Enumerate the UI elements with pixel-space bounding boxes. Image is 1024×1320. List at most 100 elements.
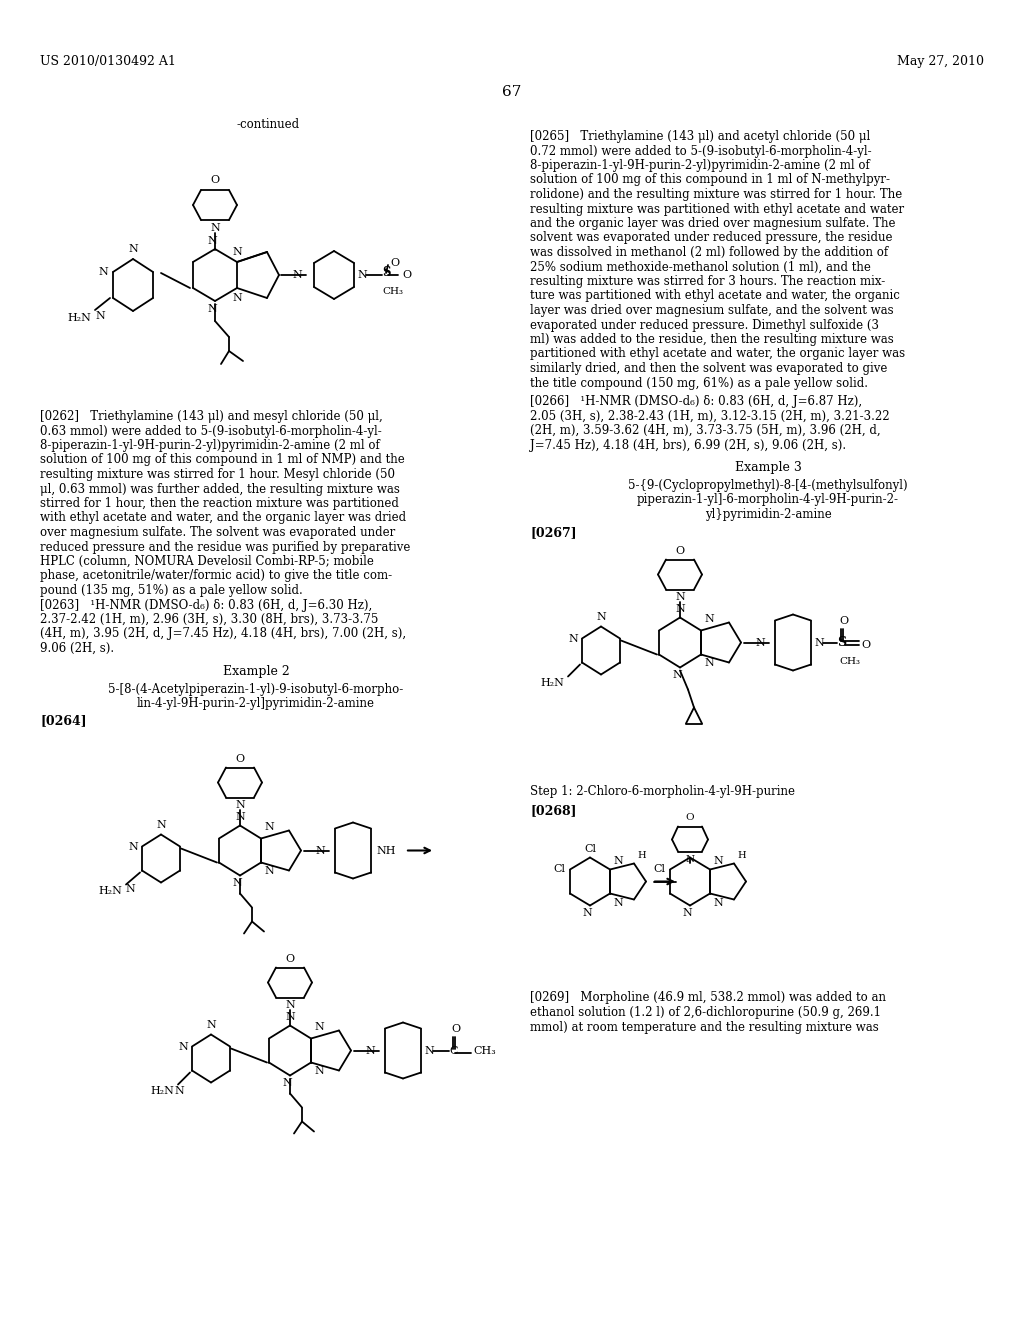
Text: solution of 100 mg of this compound in 1 ml of N-methylpyr-: solution of 100 mg of this compound in 1… bbox=[530, 173, 890, 186]
Text: H₂N: H₂N bbox=[68, 313, 91, 323]
Text: mmol) at room temperature and the resulting mixture was: mmol) at room temperature and the result… bbox=[530, 1020, 879, 1034]
Text: N: N bbox=[207, 304, 217, 314]
Text: 0.63 mmol) were added to 5-(9-isobutyl-6-morpholin-4-yl-: 0.63 mmol) were added to 5-(9-isobutyl-6… bbox=[40, 425, 382, 437]
Text: evaporated under reduced pressure. Dimethyl sulfoxide (3: evaporated under reduced pressure. Dimet… bbox=[530, 318, 879, 331]
Text: N: N bbox=[283, 1077, 292, 1088]
Text: H₂N: H₂N bbox=[540, 678, 564, 689]
Text: Example 3: Example 3 bbox=[734, 461, 802, 474]
Text: 9.06 (2H, s).: 9.06 (2H, s). bbox=[40, 642, 114, 655]
Text: HPLC (column, NOMURA Develosil Combi-RP-5; mobile: HPLC (column, NOMURA Develosil Combi-RP-… bbox=[40, 554, 374, 568]
Text: ethanol solution (1.2 l) of 2,6-dichloropurine (50.9 g, 269.1: ethanol solution (1.2 l) of 2,6-dichloro… bbox=[530, 1006, 881, 1019]
Text: N: N bbox=[285, 1001, 295, 1011]
Text: O: O bbox=[839, 615, 848, 626]
Text: N: N bbox=[613, 898, 623, 908]
Text: N: N bbox=[705, 659, 714, 668]
Text: [0264]: [0264] bbox=[40, 714, 87, 727]
Text: resulting mixture was stirred for 1 hour. Mesyl chloride (50: resulting mixture was stirred for 1 hour… bbox=[40, 469, 395, 480]
Text: [0262]   Triethylamine (143 μl) and mesyl chloride (50 μl,: [0262] Triethylamine (143 μl) and mesyl … bbox=[40, 411, 383, 422]
Text: ture was partitioned with ethyl acetate and water, the organic: ture was partitioned with ethyl acetate … bbox=[530, 289, 900, 302]
Text: N: N bbox=[682, 908, 692, 919]
Text: O: O bbox=[236, 754, 245, 763]
Text: and the organic layer was dried over magnesium sulfate. The: and the organic layer was dried over mag… bbox=[530, 216, 896, 230]
Text: N: N bbox=[98, 267, 108, 277]
Text: Example 2: Example 2 bbox=[222, 664, 290, 677]
Text: N: N bbox=[814, 638, 823, 648]
Text: lin-4-yl-9H-purin-2-yl]pyrimidin-2-amine: lin-4-yl-9H-purin-2-yl]pyrimidin-2-amine bbox=[137, 697, 375, 710]
Text: Cl: Cl bbox=[584, 843, 596, 854]
Text: N: N bbox=[613, 855, 623, 866]
Text: N: N bbox=[174, 1085, 184, 1096]
Text: N: N bbox=[207, 236, 217, 246]
Text: [0267]: [0267] bbox=[530, 527, 577, 540]
Text: N: N bbox=[672, 669, 682, 680]
Text: N: N bbox=[232, 878, 242, 887]
Text: N: N bbox=[128, 244, 138, 253]
Text: N: N bbox=[685, 854, 694, 863]
Text: similarly dried, and then the solvent was evaporated to give: similarly dried, and then the solvent wa… bbox=[530, 362, 888, 375]
Text: H: H bbox=[637, 851, 645, 861]
Text: N: N bbox=[596, 612, 606, 623]
Text: H₂N: H₂N bbox=[98, 887, 122, 896]
Text: (2H, m), 3.59-3.62 (4H, m), 3.73-3.75 (5H, m), 3.96 (2H, d,: (2H, m), 3.59-3.62 (4H, m), 3.73-3.75 (5… bbox=[530, 424, 881, 437]
Text: N: N bbox=[675, 605, 685, 615]
Text: O: O bbox=[676, 545, 685, 556]
Text: N: N bbox=[236, 800, 245, 810]
Text: [0268]: [0268] bbox=[530, 804, 577, 817]
Text: O: O bbox=[686, 813, 694, 822]
Text: N: N bbox=[314, 1067, 324, 1077]
Text: N: N bbox=[264, 866, 273, 876]
Text: S: S bbox=[837, 636, 846, 649]
Text: CH₃: CH₃ bbox=[473, 1045, 496, 1056]
Text: resulting mixture was partitioned with ethyl acetate and water: resulting mixture was partitioned with e… bbox=[530, 202, 904, 215]
Text: reduced pressure and the residue was purified by preparative: reduced pressure and the residue was pur… bbox=[40, 540, 411, 553]
Text: 2.37-2.42 (1H, m), 2.96 (3H, s), 3.30 (8H, brs), 3.73-3.75: 2.37-2.42 (1H, m), 2.96 (3H, s), 3.30 (8… bbox=[40, 612, 379, 626]
Text: H: H bbox=[737, 851, 745, 861]
Text: N: N bbox=[314, 1023, 324, 1032]
Text: N: N bbox=[357, 271, 367, 280]
Text: S: S bbox=[382, 267, 390, 280]
Text: Cl: Cl bbox=[553, 865, 565, 874]
Text: resulting mixture was stirred for 3 hours. The reaction mix-: resulting mixture was stirred for 3 hour… bbox=[530, 275, 886, 288]
Text: solvent was evaporated under reduced pressure, the residue: solvent was evaporated under reduced pre… bbox=[530, 231, 893, 244]
Text: 8-piperazin-1-yl-9H-purin-2-yl)pyrimidin-2-amine (2 ml of: 8-piperazin-1-yl-9H-purin-2-yl)pyrimidin… bbox=[40, 440, 380, 451]
Text: N: N bbox=[366, 1045, 375, 1056]
Text: 8-piperazin-1-yl-9H-purin-2-yl)pyrimidin-2-amine (2 ml of: 8-piperazin-1-yl-9H-purin-2-yl)pyrimidin… bbox=[530, 158, 869, 172]
Text: rolidone) and the resulting mixture was stirred for 1 hour. The: rolidone) and the resulting mixture was … bbox=[530, 187, 902, 201]
Text: N: N bbox=[206, 1020, 216, 1031]
Text: N: N bbox=[292, 271, 302, 280]
Text: the title compound (150 mg, 61%) as a pale yellow solid.: the title compound (150 mg, 61%) as a pa… bbox=[530, 376, 868, 389]
Text: N: N bbox=[568, 634, 578, 644]
Text: 0.72 mmol) were added to 5-(9-isobutyl-6-morpholin-4-yl-: 0.72 mmol) were added to 5-(9-isobutyl-6… bbox=[530, 144, 871, 157]
Text: [0263]   ¹H-NMR (DMSO-d₆) δ: 0.83 (6H, d, J=6.30 Hz),: [0263] ¹H-NMR (DMSO-d₆) δ: 0.83 (6H, d, … bbox=[40, 598, 373, 611]
Text: N: N bbox=[128, 842, 138, 851]
Text: N: N bbox=[95, 312, 105, 321]
Text: N: N bbox=[285, 1012, 295, 1023]
Text: CH₃: CH₃ bbox=[839, 656, 860, 665]
Text: N: N bbox=[315, 846, 325, 855]
Text: N: N bbox=[236, 813, 245, 822]
Text: NH: NH bbox=[376, 846, 395, 855]
Text: [0265]   Triethylamine (143 μl) and acetyl chloride (50 μl: [0265] Triethylamine (143 μl) and acetyl… bbox=[530, 129, 870, 143]
Text: Cl: Cl bbox=[653, 865, 665, 874]
Text: H₂N: H₂N bbox=[151, 1086, 174, 1097]
Text: piperazin-1-yl]-6-morpholin-4-yl-9H-purin-2-: piperazin-1-yl]-6-morpholin-4-yl-9H-puri… bbox=[637, 494, 899, 507]
Text: N: N bbox=[705, 615, 714, 624]
Text: N: N bbox=[264, 822, 273, 833]
Text: solution of 100 mg of this compound in 1 ml of NMP) and the: solution of 100 mg of this compound in 1… bbox=[40, 454, 404, 466]
Text: Step 1: 2-Chloro-6-morpholin-4-yl-9H-purine: Step 1: 2-Chloro-6-morpholin-4-yl-9H-pur… bbox=[530, 784, 795, 797]
Text: phase, acetonitrile/water/formic acid) to give the title com-: phase, acetonitrile/water/formic acid) t… bbox=[40, 569, 392, 582]
Text: J=7.45 Hz), 4.18 (4H, brs), 6.99 (2H, s), 9.06 (2H, s).: J=7.45 Hz), 4.18 (4H, brs), 6.99 (2H, s)… bbox=[530, 438, 846, 451]
Text: N: N bbox=[156, 821, 166, 830]
Text: US 2010/0130492 A1: US 2010/0130492 A1 bbox=[40, 55, 176, 69]
Text: was dissolved in methanol (2 ml) followed by the addition of: was dissolved in methanol (2 ml) followe… bbox=[530, 246, 888, 259]
Text: N: N bbox=[424, 1045, 434, 1056]
Text: μl, 0.63 mmol) was further added, the resulting mixture was: μl, 0.63 mmol) was further added, the re… bbox=[40, 483, 400, 495]
Text: N: N bbox=[582, 908, 592, 919]
Text: 5-[8-(4-Acetylpiperazin-1-yl)-9-isobutyl-6-morpho-: 5-[8-(4-Acetylpiperazin-1-yl)-9-isobutyl… bbox=[109, 682, 403, 696]
Text: 2.05 (3H, s), 2.38-2.43 (1H, m), 3.12-3.15 (2H, m), 3.21-3.22: 2.05 (3H, s), 2.38-2.43 (1H, m), 3.12-3.… bbox=[530, 409, 890, 422]
Text: N: N bbox=[210, 223, 220, 234]
Text: O: O bbox=[402, 271, 411, 280]
Text: yl}pyrimidin-2-amine: yl}pyrimidin-2-amine bbox=[705, 508, 831, 521]
Text: C: C bbox=[449, 1045, 458, 1056]
Text: CH₃: CH₃ bbox=[382, 286, 403, 296]
